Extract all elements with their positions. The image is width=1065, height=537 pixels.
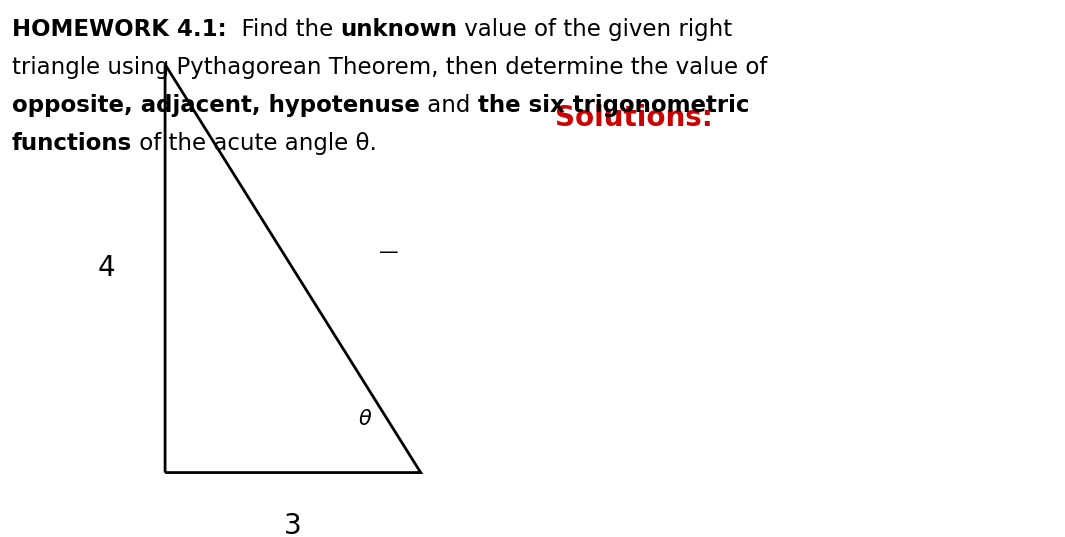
Text: opposite, adjacent, hypotenuse: opposite, adjacent, hypotenuse <box>12 94 420 117</box>
Text: 3: 3 <box>284 512 301 537</box>
Text: HOMEWORK 4.1:: HOMEWORK 4.1: <box>12 18 227 41</box>
Text: unknown: unknown <box>340 18 457 41</box>
Text: θ: θ <box>359 409 372 429</box>
Text: Find the: Find the <box>227 18 340 41</box>
Text: —: — <box>379 243 398 262</box>
Text: 4: 4 <box>98 255 115 282</box>
Text: value of the given right: value of the given right <box>457 18 733 41</box>
Text: the six trigonometric: the six trigonometric <box>477 94 749 117</box>
Text: and: and <box>420 94 477 117</box>
Text: functions: functions <box>12 132 132 155</box>
Text: Solutions:: Solutions: <box>555 104 712 132</box>
Text: triangle using Pythagorean Theorem, then determine the value of: triangle using Pythagorean Theorem, then… <box>12 56 768 79</box>
Text: of the acute angle θ.: of the acute angle θ. <box>132 132 377 155</box>
